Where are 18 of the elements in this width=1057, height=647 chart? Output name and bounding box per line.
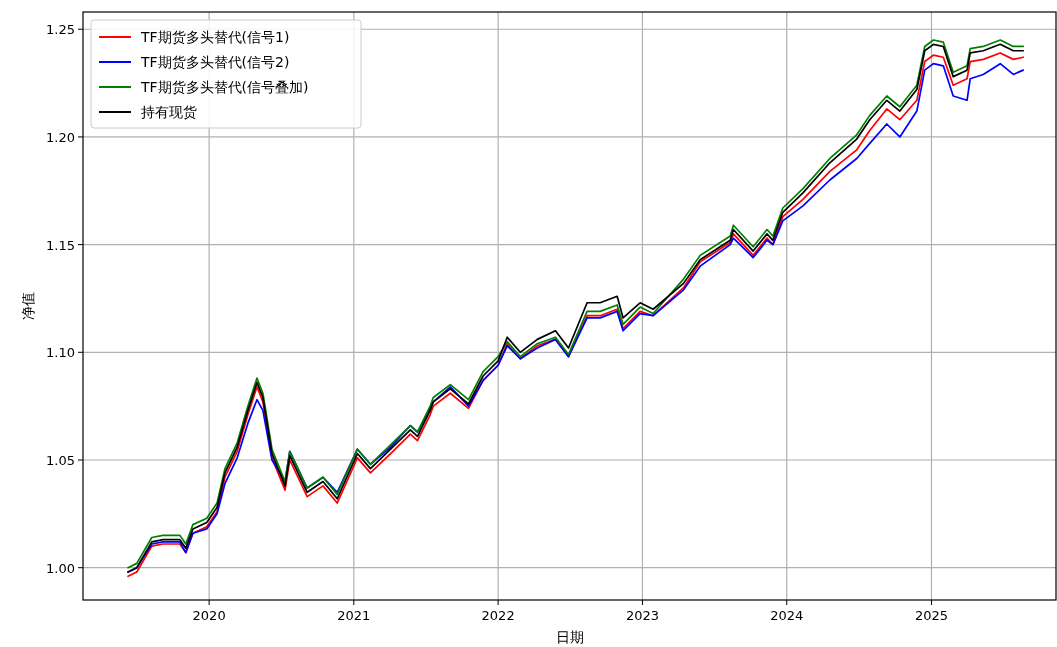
y-tick-label: 1.00 [46, 560, 75, 576]
x-tick-label: 2023 [625, 608, 659, 623]
y-tick-label: 1.15 [46, 237, 75, 253]
x-tick-label: 2021 [337, 608, 371, 623]
x-tick-label: 2024 [770, 608, 804, 623]
y-tick-label: 1.20 [46, 129, 75, 145]
legend-label: TF期货多头替代(信号2) [140, 54, 290, 70]
x-axis-title: 日期 [555, 629, 584, 645]
legend-label: TF期货多头替代(信号1) [140, 29, 290, 45]
y-tick-label: 1.25 [46, 22, 75, 38]
x-tick-label: 2022 [481, 608, 515, 623]
legend-label: TF期货多头替代(信号叠加) [140, 79, 309, 95]
y-tick-label: 1.10 [46, 345, 75, 361]
legend-label: 持有现货 [141, 104, 197, 120]
y-axis-title: 净值 [20, 292, 36, 320]
y-tick-label: 1.05 [46, 453, 75, 468]
x-tick-label: 2020 [192, 608, 226, 623]
x-tick-label: 2025 [914, 608, 949, 623]
